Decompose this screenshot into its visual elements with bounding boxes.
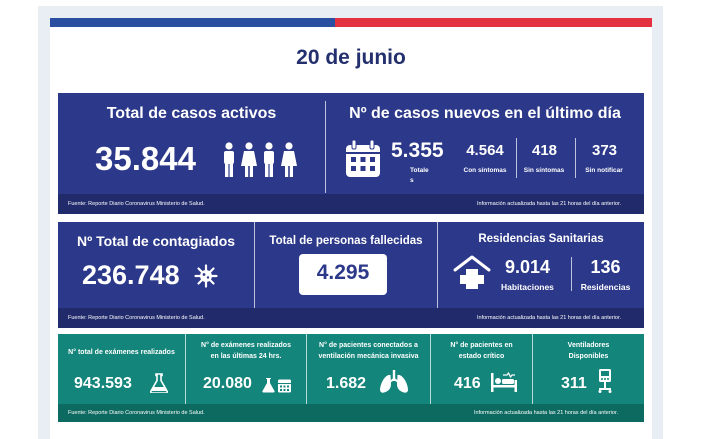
row1-divider <box>325 101 326 193</box>
deceased-value-box <box>299 254 387 295</box>
rooms-value: 9.014 <box>505 257 551 277</box>
ventilator-icon <box>598 369 612 393</box>
row2-update-note: Información actualizada hasta las 21 hor… <box>477 315 622 321</box>
new-cases-unreported-label: Sin notificar <box>585 167 623 174</box>
row3-footer-bar <box>58 404 644 422</box>
row2-divider-2 <box>437 222 438 308</box>
new-cases-title: Nº de casos nuevos en el último día <box>349 105 621 122</box>
virus-icon <box>194 264 218 288</box>
row2-footer-bar <box>58 308 644 328</box>
total-infected-value: 236.748 <box>82 260 180 290</box>
flag-bar-red <box>335 18 652 27</box>
people-icon <box>224 142 297 177</box>
tests-24h-label-1: N° de exámenes realizados <box>201 342 291 349</box>
ventilated-patients-label-1: N° de pacientes conectados a <box>319 342 418 349</box>
row2-source-note: Fuente: Reporte Diario Coronavirus Minis… <box>68 315 205 321</box>
residences-divider <box>571 257 572 291</box>
row1-source-note: Fuente: Reporte Diario Coronavirus Minis… <box>68 201 205 207</box>
house-medical-icon <box>453 255 491 289</box>
new-cases-divider-2 <box>575 138 576 178</box>
row3-divider-4 <box>532 334 533 404</box>
row3-divider-3 <box>430 334 431 404</box>
ventilated-patients-value: 1.682 <box>326 375 367 392</box>
new-cases-total-value: 5.355 <box>391 139 444 162</box>
calendar-icon <box>346 140 380 177</box>
row2-divider-1 <box>254 222 255 308</box>
flask-calendar-icon <box>262 378 291 393</box>
residences-label: Residencias <box>580 282 631 292</box>
available-ventilators-label-1: Ventiladores <box>567 342 610 349</box>
critical-patients-label-1: N° de pacientes en <box>450 342 513 349</box>
active-cases-value: 35.844 <box>95 140 196 177</box>
new-cases-divider-1 <box>516 138 517 178</box>
row1-update-note: Información actualizada hasta las 21 hor… <box>477 201 622 207</box>
residences-value: 136 <box>590 257 621 277</box>
ventilated-patients-label-2: ventilación mecánica invasiva <box>318 353 419 360</box>
row3-source-note: Fuente: Reporte Diario Coronavirus Minis… <box>68 410 205 416</box>
flask-icon <box>150 373 168 393</box>
active-cases-title: Total de casos activos <box>106 105 277 122</box>
new-cases-unreported-value: 373 <box>591 142 618 159</box>
new-cases-symptomatic-value: 4.564 <box>466 142 504 159</box>
tests-24h-value: 20.080 <box>203 375 252 392</box>
new-cases-asymptomatic-label: Sin síntomas <box>523 167 565 174</box>
row3-divider-2 <box>306 334 307 404</box>
new-cases-asymptomatic-value: 418 <box>531 142 558 159</box>
deceased-title: Total de personas fallecidas <box>269 235 423 247</box>
sanitary-residences-title: Residencias Sanitarias <box>478 233 604 245</box>
rooms-label: Habitaciones <box>501 282 554 292</box>
deceased-value: 4.295 <box>316 261 370 284</box>
critical-patients-label-2: estado crítico <box>458 353 505 360</box>
available-ventilators-label-2: Disponibles <box>568 353 609 360</box>
critical-patients-value: 416 <box>454 375 481 392</box>
total-tests-label: N° total de exámenes realizados <box>68 349 175 356</box>
tests-24h-label-2: en las últimas 24 hrs. <box>210 353 282 360</box>
lungs-icon <box>379 370 409 393</box>
row3-update-note: Información actualizada hasta las 21 hor… <box>474 410 619 416</box>
new-cases-total-label-wrap: s <box>410 177 414 184</box>
hospital-bed-icon <box>491 371 517 392</box>
flag-bar-blue <box>50 18 335 27</box>
new-cases-total-label: Totale <box>410 167 429 174</box>
new-cases-symptomatic-label: Con síntomas <box>463 167 507 174</box>
row3-divider-1 <box>185 334 186 404</box>
available-ventilators-value: 311 <box>561 375 587 392</box>
report-date: 20 de junio <box>296 46 406 69</box>
total-tests-value: 943.593 <box>74 375 132 392</box>
total-infected-title: Nº Total de contagiados <box>76 233 236 249</box>
row1-footer-bar <box>58 194 644 214</box>
row1-panel <box>58 93 644 194</box>
